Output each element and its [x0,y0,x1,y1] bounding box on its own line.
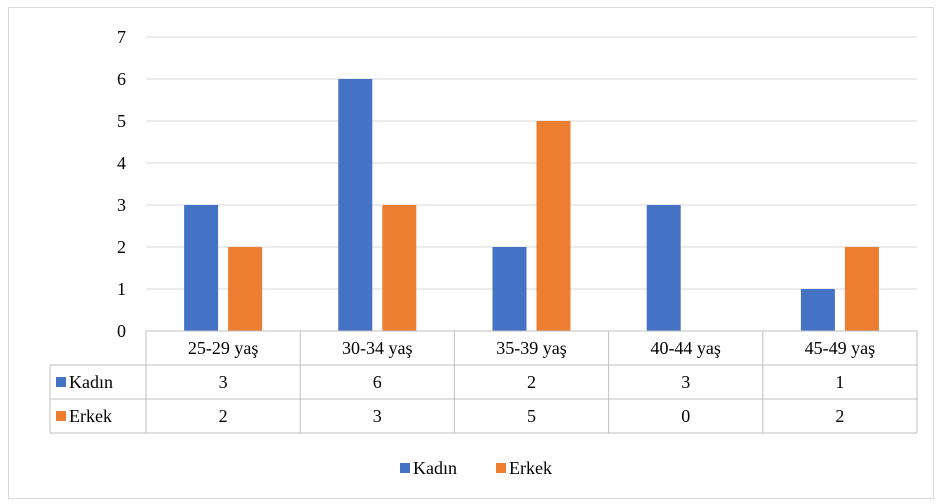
data-label: 5 [527,406,536,426]
bar-kadn-5 [800,289,835,331]
bar-kadn-2 [338,79,373,331]
bar-kadn-1 [184,205,219,331]
y-tick-label: 2 [117,237,126,257]
legend-label: Kadın [413,458,457,478]
bar-kadn-4 [646,205,681,331]
x-tick-label: 25-29 yaş [188,338,259,358]
data-label: 3 [219,372,228,392]
table-legend-key [56,411,66,421]
bar-erkek-3 [536,121,571,331]
y-tick-label: 7 [117,27,126,47]
bar-kadn-3 [492,247,527,331]
data-label: 2 [835,406,844,426]
x-tick-label: 35-39 yaş [496,338,567,358]
x-tick-label: 30-34 yaş [342,338,413,358]
bar-erkek-5 [844,247,879,331]
data-label: 3 [373,406,382,426]
data-label: 6 [373,372,382,392]
bar-erkek-2 [382,205,417,331]
y-tick-label: 3 [117,195,126,215]
x-tick-label: 45-49 yaş [805,338,876,358]
chart-frame [8,7,934,499]
table-series-label: Kadın [69,372,113,392]
table-series-label: Erkek [69,406,112,426]
y-tick-label: 6 [117,69,126,89]
data-label: 0 [681,406,690,426]
legend-key [400,463,410,473]
legend-label: Erkek [509,458,552,478]
data-label: 2 [527,372,536,392]
legend-key [496,463,506,473]
data-label: 1 [835,372,844,392]
y-tick-label: 1 [117,279,126,299]
data-label: 2 [219,406,228,426]
y-tick-label: 4 [117,153,126,173]
y-tick-label: 5 [117,111,126,131]
data-label: 3 [681,372,690,392]
y-tick-label: 0 [117,321,126,341]
bar-erkek-1 [228,247,263,331]
table-legend-key [56,377,66,387]
x-tick-label: 40-44 yaş [650,338,721,358]
